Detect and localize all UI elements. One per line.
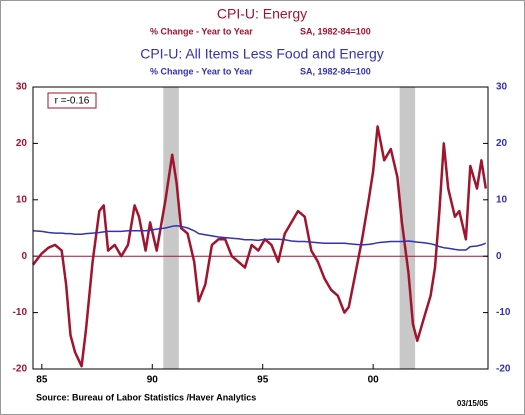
annotation-box <box>47 92 97 109</box>
series-line <box>32 224 487 251</box>
source: Source: Bureau of Labor Statistics /Have… <box>36 392 256 402</box>
y-tick-label: -20 <box>13 364 28 375</box>
chart-subtitle-2: % Change - Year to Year <box>150 66 253 76</box>
x-tick-label: 95 <box>257 375 269 386</box>
chart-subtitle-note: SA, 1982-84=100 <box>300 26 371 36</box>
y-tick-label: 30 <box>16 82 28 93</box>
y-tick-label: 20 <box>16 138 28 149</box>
x-tick-label: 00 <box>368 375 380 386</box>
chart-subtitle: % Change - Year to Year <box>150 26 253 36</box>
date: 03/15/05 <box>457 399 489 408</box>
y2-tick-label: -20 <box>496 364 511 375</box>
y2-tick-label: 30 <box>496 82 508 93</box>
y2-tick-label: -10 <box>496 307 511 318</box>
y2-tick-label: 10 <box>496 194 508 205</box>
y-tick-label: -10 <box>13 307 28 318</box>
chart-title-2: CPI-U: All Items Less Food and Energy <box>140 46 384 62</box>
recession-shade <box>163 87 179 369</box>
chart-title: CPI-U: Energy <box>217 6 307 22</box>
y-tick-label: 10 <box>16 194 28 205</box>
chart-subtitle-2-note: SA, 1982-84=100 <box>300 66 371 76</box>
y-tick-label: 0 <box>21 251 27 262</box>
y2-tick-label: 20 <box>496 138 508 149</box>
plot-frame <box>32 86 489 370</box>
x-tick-label: 85 <box>36 375 48 386</box>
annotation: r =-0.16 <box>55 96 90 107</box>
y2-tick-label: 0 <box>496 251 502 262</box>
x-tick-label: 90 <box>147 375 159 386</box>
plot-area: -20 -10 0 10 20 30 -20 -10 0 10 20 30 85 90 95 00 <box>13 82 511 386</box>
